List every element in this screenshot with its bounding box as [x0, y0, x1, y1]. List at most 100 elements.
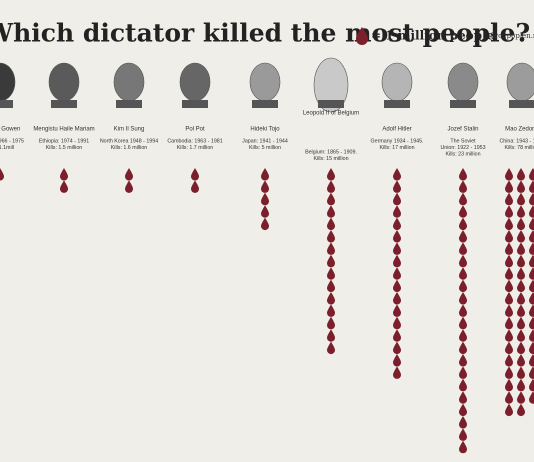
face — [249, 62, 281, 102]
portrait — [249, 62, 281, 108]
blood-drop — [327, 168, 335, 181]
face — [506, 62, 534, 102]
person-detail: Kills: 1.1mill — [0, 145, 14, 151]
person-detail: North Korea 1948 - 1994 — [100, 138, 158, 144]
blood-drop — [60, 180, 68, 193]
blood-drop — [529, 316, 534, 330]
blood-drop — [459, 354, 467, 367]
blood-drop — [529, 366, 534, 379]
blood-drop — [459, 230, 467, 243]
drop-stack — [60, 168, 68, 193]
blood-drop — [517, 391, 525, 404]
blood-drop — [529, 378, 534, 392]
collar — [450, 100, 476, 108]
blood-drop — [505, 329, 513, 342]
blood-drop — [393, 242, 401, 255]
blood-drop — [505, 230, 513, 243]
blood-drop — [505, 316, 513, 330]
blood-drop — [459, 217, 467, 231]
blood-drop — [529, 304, 534, 317]
blood-drop — [505, 366, 513, 379]
portrait — [113, 62, 145, 108]
blood-drop — [327, 205, 335, 218]
collar — [252, 100, 278, 108]
person-name: Yakubu Gowen — [0, 127, 20, 133]
blood-drop — [327, 242, 335, 255]
blood-drop — [517, 341, 525, 355]
drop-stack — [191, 168, 199, 193]
blood-drop — [529, 341, 534, 355]
blood-drop — [517, 205, 525, 218]
chart-title: Which dictator killed the most people? — [0, 19, 530, 48]
blood-drop — [125, 168, 133, 181]
source: Src: poplen.net — [490, 32, 534, 40]
person-name: Hideki Tojo — [250, 127, 280, 133]
blood-drop — [517, 242, 525, 255]
person-name: Mengistu Haile Mariam — [33, 127, 94, 133]
blood-drop — [393, 329, 401, 342]
blood-drop — [505, 378, 513, 392]
blood-drop — [517, 304, 525, 317]
blood-drop — [393, 292, 401, 305]
blood-drop — [459, 316, 467, 330]
blood-drop — [459, 254, 467, 268]
blood-drop — [529, 230, 534, 243]
blood-drop — [393, 192, 401, 206]
blood-drop — [517, 192, 525, 206]
blood-drop — [517, 279, 525, 293]
blood-drop — [459, 366, 467, 379]
blood-drop — [261, 192, 269, 206]
blood-drop — [261, 205, 269, 218]
legend-icon — [356, 27, 368, 45]
person-detail: The Soviet — [450, 138, 476, 144]
blood-drop — [529, 217, 534, 231]
blood-drop — [393, 168, 401, 181]
blood-drop — [191, 180, 199, 193]
blood-drop — [505, 292, 513, 305]
collar — [182, 100, 208, 108]
blood-drop — [505, 192, 513, 206]
blood-drop — [517, 217, 525, 231]
portrait — [447, 62, 479, 108]
person-detail: Ethiopia: 1974 - 1991 — [39, 138, 89, 144]
portrait — [0, 62, 16, 108]
blood-drop — [393, 316, 401, 330]
blood-drop — [529, 267, 534, 280]
person-detail: Kills: 1.6 million — [111, 145, 148, 151]
blood-drop — [191, 168, 199, 181]
blood-drop — [327, 292, 335, 305]
blood-drop — [459, 341, 467, 355]
face — [381, 62, 413, 102]
blood-drop — [0, 168, 4, 181]
blood-drop — [529, 180, 534, 193]
blood-drop — [327, 329, 335, 342]
blood-drop — [505, 391, 513, 404]
person-detail: Kills: 23 million — [445, 151, 480, 157]
blood-drop — [393, 254, 401, 268]
blood-drop — [393, 354, 401, 367]
blood-drop — [60, 168, 68, 181]
blood-drop — [393, 341, 401, 355]
person-detail: Belgium: 1865 - 1909. — [305, 149, 357, 155]
blood-drop — [261, 180, 269, 193]
blood-drop — [327, 267, 335, 280]
blood-drop — [393, 366, 401, 379]
person-name: Adolf Hitler — [382, 127, 411, 133]
collar — [116, 100, 142, 108]
blood-drop — [517, 292, 525, 305]
person-detail: Kills: 17 million — [379, 145, 414, 151]
blood-drop — [505, 341, 513, 355]
person-name: Leopold II of Belgium — [303, 111, 359, 117]
blood-drop — [529, 168, 534, 181]
blood-drop — [459, 440, 467, 454]
blood-drop — [505, 267, 513, 280]
drop-stack — [393, 168, 401, 379]
drop-stack — [261, 168, 269, 231]
blood-drop — [459, 242, 467, 255]
blood-drop — [125, 180, 133, 193]
blood-drop — [517, 180, 525, 193]
blood-drop — [459, 378, 467, 392]
person-name: Mao Zedong — [505, 127, 534, 133]
drop-stack — [459, 168, 467, 454]
